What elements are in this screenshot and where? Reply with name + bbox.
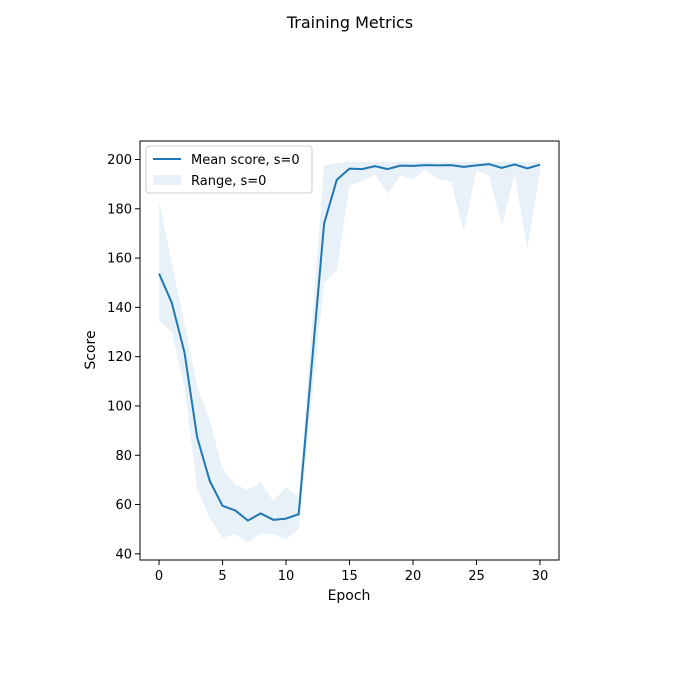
mean-score-point (463, 166, 465, 168)
mean-score-point (184, 351, 186, 353)
y-axis-label: Score (83, 330, 99, 369)
y-tick-label: 60 (115, 498, 132, 513)
legend-box (145, 145, 313, 194)
y-axis-ticks: 40 60 80 100 120 140 160 180 200 (107, 153, 140, 562)
y-tick-label: 100 (107, 399, 132, 414)
mean-line-layer (158, 163, 541, 522)
x-tick-label: 10 (278, 569, 295, 584)
mean-score-point (196, 436, 198, 438)
mean-score-point (450, 164, 452, 166)
x-tick-label: 20 (405, 569, 422, 584)
mean-score-point (526, 168, 528, 170)
range-band-layer (159, 161, 540, 543)
mean-score-point (298, 513, 300, 515)
y-tick-label: 120 (107, 350, 132, 365)
legend: Mean score, s=0 Range, s=0 (145, 145, 313, 194)
mean-score-point (476, 165, 478, 167)
mean-score-point (387, 168, 389, 170)
mean-score-point (336, 179, 338, 181)
y-tick-label: 140 (107, 301, 132, 316)
mean-score-point (247, 520, 249, 522)
mean-score-point (514, 164, 516, 166)
x-tick-label: 5 (218, 569, 226, 584)
x-tick-label: 0 (155, 569, 163, 584)
y-tick-label: 180 (107, 202, 132, 217)
mean-score-point (501, 167, 503, 169)
mean-score-point (374, 165, 376, 167)
legend-band-swatch (153, 175, 181, 185)
mean-score-point (323, 223, 325, 225)
x-tick-label: 25 (468, 569, 485, 584)
mean-score-point (311, 368, 313, 370)
y-tick-label: 160 (107, 252, 132, 267)
mean-score-point (488, 163, 490, 165)
x-tick-label: 15 (341, 569, 358, 584)
mean-score-point (349, 168, 351, 170)
chart-title: Training Metrics (286, 13, 413, 32)
mean-score-point (260, 513, 262, 515)
y-tick-label: 200 (107, 153, 132, 168)
mean-score-point (209, 480, 211, 482)
y-tick-label: 80 (115, 449, 132, 464)
mean-score-point (171, 302, 173, 304)
mean-score-point (158, 273, 160, 275)
legend-label-range: Range, s=0 (191, 174, 266, 189)
mean-score-point (438, 165, 440, 167)
mean-score-point (285, 518, 287, 520)
legend-label-mean: Mean score, s=0 (191, 153, 300, 168)
mean-score-line (158, 163, 541, 522)
mean-score-point (361, 168, 363, 170)
x-axis-label: Epoch (328, 588, 371, 604)
mean-score-point (412, 165, 414, 167)
x-tick-label: 30 (532, 569, 549, 584)
x-axis-ticks: 0 5 10 15 20 25 30 (155, 560, 548, 584)
mean-score-point (273, 519, 275, 521)
plot-frame (139, 140, 560, 561)
mean-score-point (539, 164, 541, 166)
mean-score-point (425, 164, 427, 166)
mean-score-point (399, 165, 401, 167)
mean-score-point (234, 510, 236, 512)
range-band-area (159, 161, 540, 543)
y-tick-label: 40 (115, 547, 132, 562)
mean-score-point (222, 505, 224, 507)
